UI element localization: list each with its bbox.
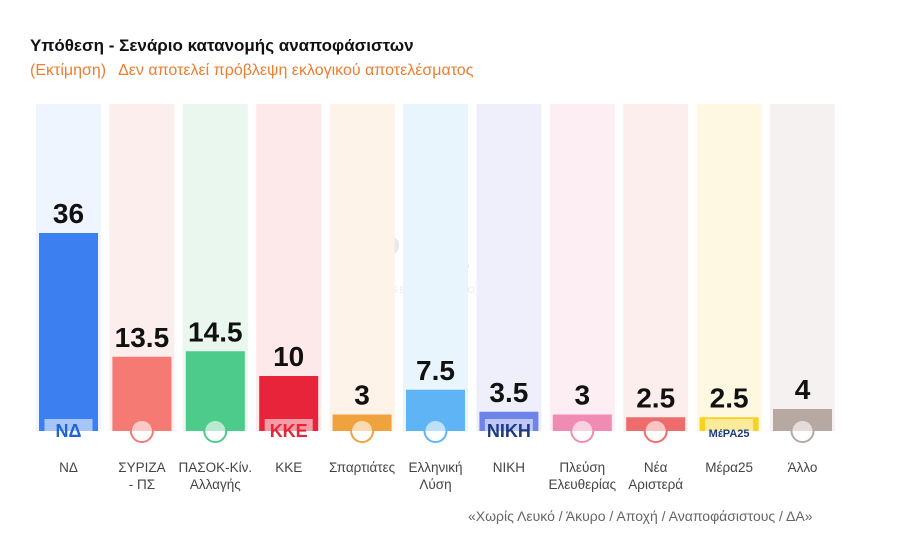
- party-logo-icon: [423, 419, 448, 443]
- column-background: [403, 104, 468, 431]
- footnote: «Χωρίς Λευκό / Άκυρο / Αποχή / Αναποφάσι…: [468, 508, 813, 524]
- bar: [185, 351, 245, 431]
- subtitle-estimate: (Εκτίμηση): [30, 62, 107, 79]
- party-logo-icon: ΝΔ: [56, 421, 82, 441]
- bar: [112, 356, 172, 431]
- value-label: 4: [795, 374, 811, 405]
- column-background: [623, 104, 689, 431]
- party-logo-badge: [484, 419, 533, 443]
- value-label: 3: [575, 380, 591, 411]
- category-label: ΚΚΕ: [275, 460, 302, 475]
- category-label: - ΠΣ: [129, 477, 155, 492]
- party-logo-icon: [350, 419, 375, 443]
- category-label: ΝΙΚΗ: [493, 460, 525, 475]
- party-logo-icon: [129, 419, 154, 443]
- party-logo-badge: [44, 419, 93, 443]
- party-logo-icon: [790, 419, 815, 443]
- category-label: ΝΔ: [59, 460, 78, 475]
- party-logo-icon: ΚΚΕ: [270, 421, 308, 441]
- category-label: Πλεύση: [559, 460, 605, 475]
- column-background: [549, 104, 615, 431]
- value-label: 36: [53, 198, 84, 229]
- column-background: [770, 104, 835, 431]
- value-label: 14.5: [188, 316, 243, 347]
- value-label: 3.5: [489, 377, 528, 408]
- category-label: Άλλο: [788, 460, 818, 475]
- party-logo-badge: [264, 419, 313, 443]
- category-label: Σπαρτιάτες: [329, 460, 396, 475]
- party-logo-icon: ΝΙΚΗ: [487, 421, 531, 441]
- party-logo-icon: [570, 419, 595, 443]
- party-logo-icon: [203, 419, 228, 443]
- value-label: 3: [354, 380, 370, 411]
- category-label: Ελληνική: [408, 460, 462, 475]
- column-background: [329, 104, 395, 431]
- category-label: Λύση: [419, 477, 451, 492]
- column-background: [476, 104, 542, 431]
- category-label: Αριστερά: [628, 477, 683, 492]
- value-label: 2.5: [710, 382, 749, 413]
- category-label: Αλλαγής: [190, 477, 241, 492]
- bar: [39, 233, 98, 431]
- category-label: ΠΑΣΟΚ-Κίν.: [178, 460, 252, 475]
- category-label: Μέρα25: [705, 460, 753, 475]
- value-label: 7.5: [416, 355, 455, 386]
- subtitle-disclaimer: Δεν αποτελεί πρόβλεψη εκλογικού αποτελέσ…: [118, 62, 474, 79]
- party-logo-icon: ΜέΡΑ25: [709, 428, 750, 440]
- party-logo-icon: [643, 419, 668, 443]
- party-logo-badge: [705, 419, 754, 443]
- value-label: 2.5: [636, 382, 675, 413]
- chart-subtitle: (Εκτίμηση) Δεν αποτελεί πρόβλεψη εκλογικο…: [30, 62, 473, 80]
- value-label: 10: [273, 341, 304, 372]
- category-label: Ελευθερίας: [548, 477, 616, 492]
- category-label: ΣΥΡΙΖΑ: [118, 460, 165, 475]
- category-label: Νέα: [644, 460, 668, 475]
- column-background: [696, 104, 762, 431]
- chart-title: Υπόθεση - Σενάριο κατανομής αναποφάσιστω…: [30, 36, 414, 55]
- value-label: 13.5: [115, 322, 170, 353]
